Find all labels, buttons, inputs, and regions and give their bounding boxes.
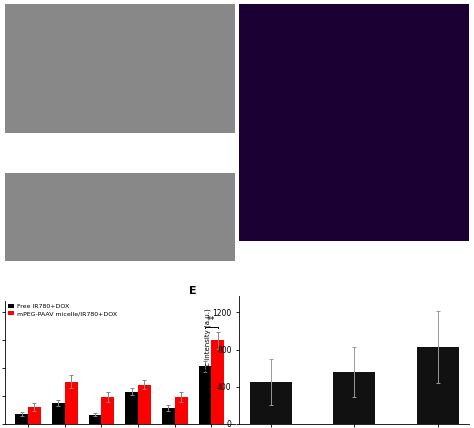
Text: D: D (216, 0, 226, 3)
Bar (250, 382, 292, 424)
Text: E: E (189, 285, 196, 295)
Bar (211, 340, 224, 424)
Y-axis label: Photoacoustic intensity (a.u.): Photoacoustic intensity (a.u.) (204, 308, 211, 411)
Bar (15, 414, 28, 424)
Bar (175, 397, 188, 424)
Bar (101, 397, 114, 424)
Bar (52, 403, 65, 424)
Bar (65, 382, 78, 424)
Legend: Free IR780+DOX, mPEG-PAAV micelle/IR780+DOX: Free IR780+DOX, mPEG-PAAV micelle/IR780+… (8, 304, 117, 316)
Bar (199, 366, 211, 424)
Bar (138, 384, 151, 424)
Text: **: ** (207, 316, 216, 325)
Bar (417, 347, 459, 424)
Bar (89, 415, 101, 424)
Bar (28, 407, 41, 424)
Bar (162, 408, 175, 424)
Bar (125, 392, 138, 424)
Bar (333, 372, 375, 424)
